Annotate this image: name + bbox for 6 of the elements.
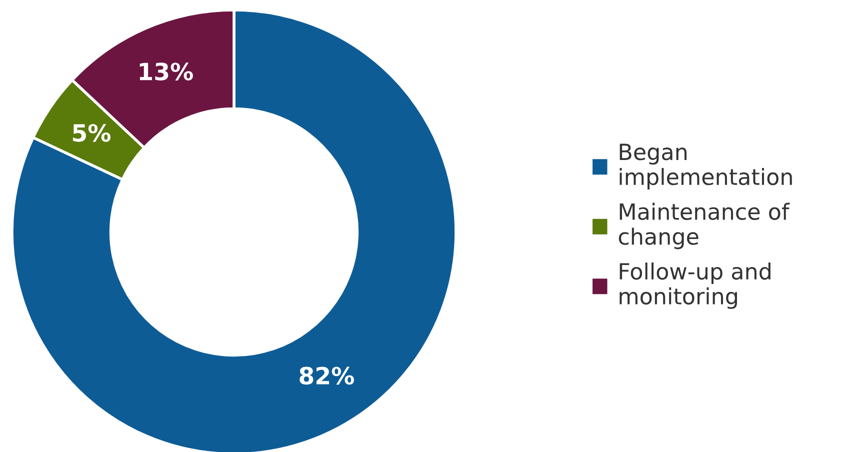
- data-label: 5%: [73, 124, 111, 142]
- data-label: 13%: [140, 62, 193, 80]
- legend-label: Began implementation: [620, 144, 792, 190]
- data-label: 82%: [300, 366, 354, 385]
- legend-label: Follow-up and monitoring: [620, 262, 770, 309]
- legend-label: Maintenance of change: [618, 202, 790, 250]
